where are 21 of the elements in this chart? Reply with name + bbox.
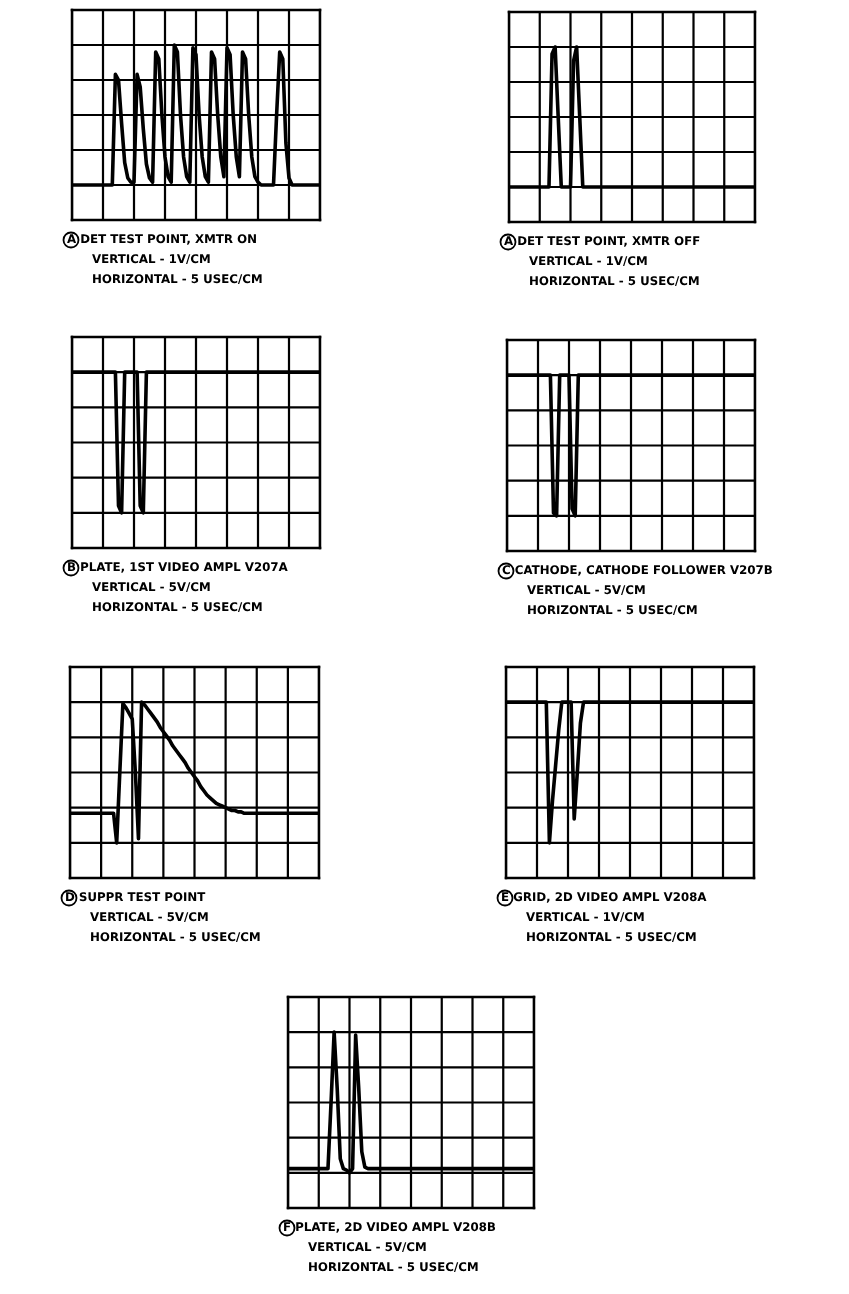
text: HORIZONTAL - 5 USEC/CM	[93, 274, 262, 285]
text: HORIZONTAL - 5 USEC/CM	[530, 276, 699, 287]
text: VERTICAL - 5V/CM	[90, 912, 208, 923]
text: VERTICAL - 5V/CM	[308, 1242, 426, 1253]
text: HORIZONTAL - 5 USEC/CM	[91, 932, 260, 943]
text: C CATHODE, CATHODE FOLLOWER V207B	[502, 565, 772, 576]
text: HORIZONTAL - 5 USEC/CM	[309, 1262, 478, 1273]
text: HORIZONTAL - 5 USEC/CM	[527, 932, 696, 943]
text: B PLATE, 1ST VIDEO AMPL V207A	[68, 562, 288, 573]
text: A DET TEST POINT, XMTR ON	[67, 234, 256, 245]
text: VERTICAL - 5V/CM	[92, 582, 210, 593]
text: A DET TEST POINT, XMTR OFF	[504, 236, 700, 247]
text: E GRID, 2D VIDEO AMPL V208A	[502, 892, 707, 903]
text: VERTICAL - 1V/CM	[92, 254, 210, 265]
text: D SUPPR TEST POINT	[66, 892, 206, 902]
text: HORIZONTAL - 5 USEC/CM	[528, 605, 697, 616]
text: HORIZONTAL - 5 USEC/CM	[93, 602, 262, 613]
text: F PLATE, 2D VIDEO AMPL V208B	[284, 1222, 496, 1233]
text: VERTICAL - 5V/CM	[527, 585, 645, 596]
text: VERTICAL - 1V/CM	[526, 912, 644, 923]
text: VERTICAL - 1V/CM	[529, 256, 647, 267]
